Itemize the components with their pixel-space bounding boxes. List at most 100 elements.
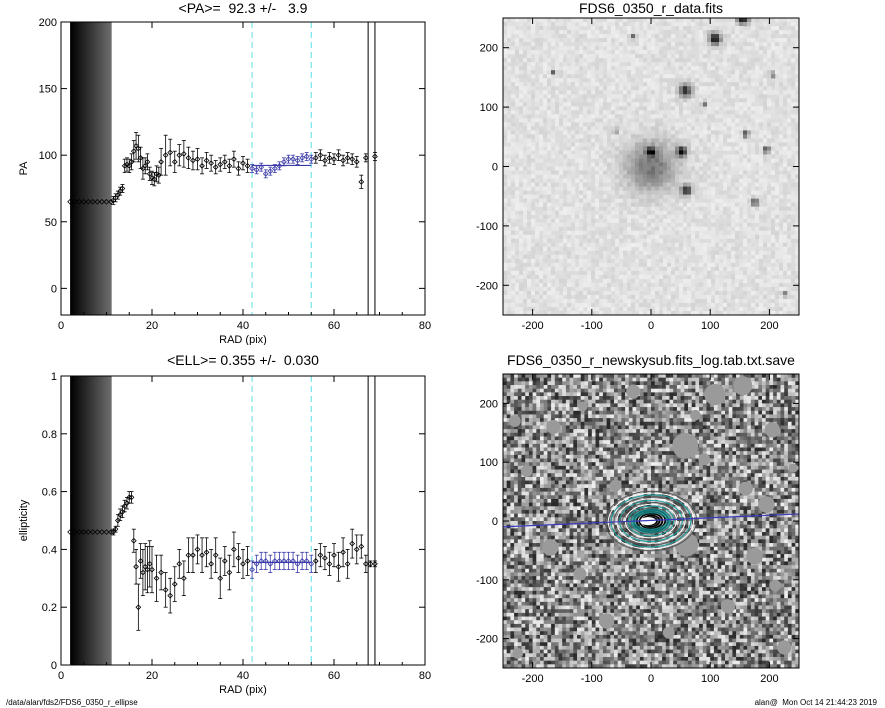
ellipticity-data-point: [281, 558, 287, 564]
pa-inner-band: [82, 22, 85, 315]
pa-data-point: [108, 198, 114, 205]
pa-x-tick-label: 20: [146, 320, 158, 332]
ellipticity-data-point: [231, 546, 237, 553]
pa-data-point: [135, 145, 142, 152]
ellipticity-data-point: [119, 508, 126, 515]
ellipticity-data-point: [124, 500, 130, 507]
ellipticity-inner-band: [96, 376, 98, 665]
data-image-y-tick-label: -200: [476, 280, 498, 292]
pa-data-point: [262, 170, 269, 177]
pa-data-point: [167, 149, 174, 156]
pa-inner-band: [75, 22, 78, 315]
pa-data-point: [362, 154, 369, 161]
data-image-y-tick-label: 0: [492, 162, 498, 174]
skysub-image-y-tick-label: 100: [480, 457, 498, 469]
mask-region: [508, 415, 521, 427]
mask-region: [733, 376, 753, 396]
ellipticity-data-point: [362, 560, 369, 567]
pa-title: <PA>= 92.3 +/- 3.9: [178, 0, 308, 16]
skysub-image-x-tick-label: 0: [648, 673, 654, 685]
pa-data-point: [253, 166, 260, 173]
mask-region: [573, 567, 587, 581]
ellipticity-data-point: [171, 581, 178, 587]
ellipticity-data-point: [180, 575, 187, 582]
ellipticity-data-point: [217, 575, 224, 582]
ellipticity-data-point: [340, 549, 346, 556]
data-image-panel: FDS6_0350_r_data.fits -200 -100 0 100 200 -20…: [440, 0, 885, 345]
ellipticity-data-point: [290, 558, 296, 564]
ellipticity-data-point: [322, 555, 328, 561]
data-image-x-tick-label: 200: [760, 320, 778, 332]
pa-inner-band: [102, 22, 105, 315]
pa-inner-band: [106, 22, 109, 315]
pa-data-point: [212, 164, 219, 171]
ellipticity-x-tick-label: 80: [419, 670, 431, 682]
ellipticity-data-point: [253, 560, 260, 567]
ellipticity-data-point: [335, 563, 342, 570]
pa-data-point: [126, 162, 133, 169]
ellipticity-y-tick-label: 1: [51, 371, 57, 383]
mask-region: [758, 496, 775, 513]
ellipticity-x-axis-label: RAD (pix): [219, 684, 267, 696]
ellipticity-data-point: [312, 558, 319, 564]
ellipticity-inner-band: [93, 376, 96, 665]
pa-data-point: [331, 156, 337, 163]
ellipticity-data-point: [194, 546, 201, 553]
pa-inner-band: [70, 22, 73, 315]
pa-inner-band: [72, 22, 75, 315]
pa-plot: 0 20 40 60 80 0 50 100 150 200 RAD (pix) PA: [18, 17, 431, 346]
mask-region: [764, 422, 781, 438]
ellipticity-data-point: [112, 526, 119, 533]
mask-region: [738, 481, 753, 496]
pa-inner-band: [100, 22, 103, 315]
ellipticity-data-point: [190, 552, 196, 559]
pa-inner-band: [85, 22, 88, 315]
pa-inner-band: [98, 22, 101, 315]
pa-data-point: [303, 153, 310, 160]
pa-data-point: [176, 152, 183, 159]
mask-region: [662, 626, 675, 639]
ellipticity-data-point: [249, 566, 255, 573]
ellipticity-inner-band: [100, 376, 103, 665]
ellipticity-inner-band: [108, 376, 111, 665]
pa-inner-band: [97, 22, 100, 315]
ellipticity-inner-band: [75, 376, 78, 665]
ellipticity-data-point: [226, 569, 233, 576]
ellipticity-data-point: [285, 558, 292, 564]
ellipticity-inner-band: [71, 376, 74, 665]
ellipticity-data-point: [372, 560, 378, 567]
pa-data-point: [155, 172, 162, 179]
ellipticity-data-point: [299, 558, 306, 564]
ellipticity-data-point: [130, 537, 137, 544]
pa-data-point: [144, 158, 151, 165]
ellipticity-y-tick-label: 0.8: [42, 429, 57, 441]
pa-data-point: [99, 198, 105, 205]
ellipticity-data-point: [208, 560, 215, 567]
mask-region: [609, 479, 622, 492]
skysub-image-y-tick-label: -200: [476, 634, 498, 646]
ellipticity-inner-band: [81, 376, 83, 665]
data-image-pixels: [503, 18, 799, 315]
pa-data-point: [142, 162, 149, 169]
mask-region: [698, 453, 711, 466]
mask-region: [546, 419, 561, 435]
pa-y-tick-label: 200: [39, 17, 57, 29]
pa-data-point: [281, 158, 287, 165]
pa-data-point: [208, 160, 215, 167]
pa-inner-band: [78, 22, 81, 315]
ellipticity-inner-band: [94, 376, 97, 665]
ellipticity-data-point: [203, 549, 210, 556]
pa-inner-band: [87, 22, 90, 315]
pa-data-point: [335, 152, 342, 159]
pa-inner-band: [86, 22, 89, 315]
ellipticity-inner-band: [101, 376, 104, 665]
ellipticity-inner-band: [78, 376, 81, 665]
ellipticity-data-point: [137, 558, 144, 564]
data-image-y-tick-label: 100: [480, 102, 498, 114]
mask-region: [626, 384, 641, 399]
ellipticity-inner-band: [85, 376, 88, 665]
footer-timestamp: alan@ Mon Oct 14 21:44:23 2019: [754, 698, 877, 707]
ellipticity-data-point: [89, 529, 96, 535]
data-image-plot: -200 -100 0 100 200 -200 -100 0 100 200: [476, 17, 800, 332]
pa-data-point: [190, 157, 196, 164]
